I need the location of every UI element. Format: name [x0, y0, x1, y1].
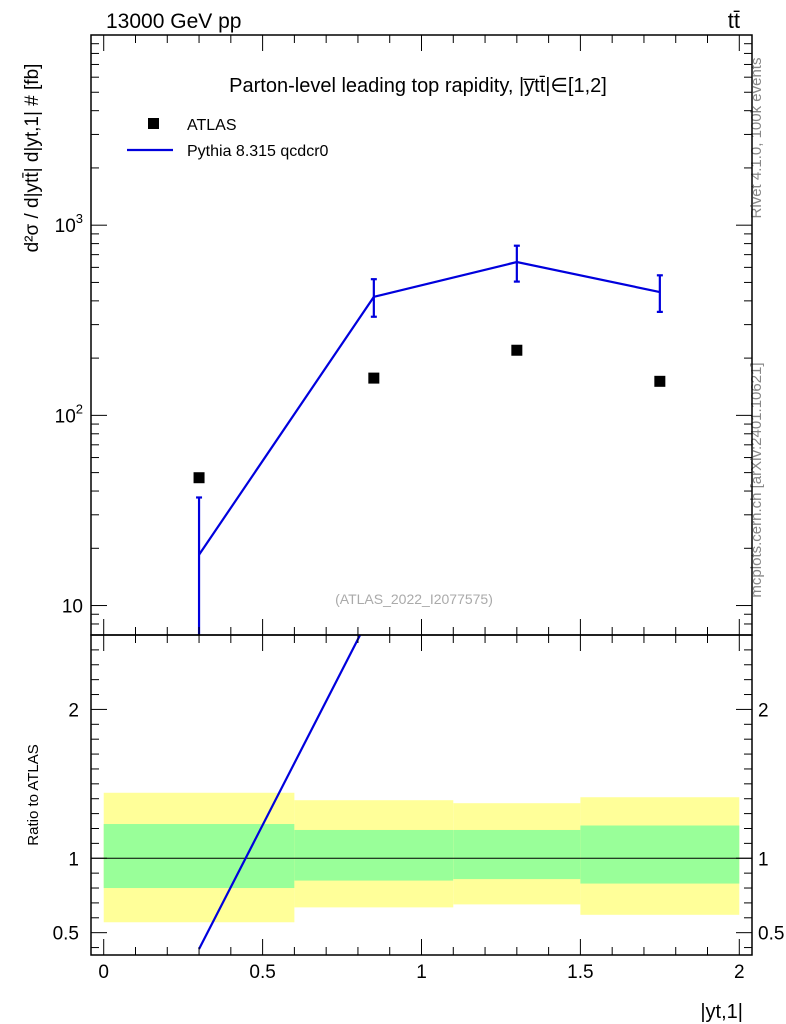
legend-atlas-label: ATLAS [187, 117, 237, 134]
ratio-mc-group [198, 635, 362, 950]
xtick-label-1: 0.5 [249, 962, 275, 983]
watermark: (ATLAS_2022_I2077575) [335, 591, 493, 607]
ratio-ytick-label-left-0: 0.5 [53, 924, 79, 945]
atlas-marker-0 [193, 472, 205, 484]
ratio-ylabel: Ratio to ATLAS [25, 744, 42, 845]
xtick-label-2: 1 [416, 962, 427, 983]
ratio-ytick-label-right-2: 2 [758, 700, 769, 721]
atlas-marker-1 [368, 372, 380, 384]
xtick-label-0: 0 [98, 962, 109, 983]
xticks: 0 0.5 1 1.5 2 [98, 35, 745, 983]
ratio-yticks: 0.5 0.5 1 1 2 2 [53, 649, 784, 949]
ratio-xlabel: |yt,1| [700, 1001, 743, 1023]
xtick-label-3: 1.5 [567, 962, 593, 983]
ratio-ytick-label-left-2: 2 [68, 700, 79, 721]
band-inner-0 [103, 824, 295, 889]
atlas-marker-3 [654, 375, 666, 387]
xtick-label-4: 2 [734, 962, 745, 983]
legend-atlas-marker [148, 118, 159, 129]
chart-title: Parton-level leading top rapidity, |y̅tt… [229, 75, 607, 97]
ratio-bands [103, 792, 740, 923]
ratio-ytick-label-left-1: 1 [68, 849, 79, 870]
mc-line [198, 260, 661, 556]
ratio-panel: 0 0.5 1 1.5 2 0.5 0.5 1 1 2 2 [53, 35, 784, 983]
ratio-mc-line [198, 635, 362, 950]
legend-mc-label: Pythia 8.315 qcdcr0 [187, 143, 329, 160]
band-inner-2 [453, 829, 581, 880]
main-ytick-label-1: 102 [55, 401, 83, 427]
main-ytick-label-2: 103 [55, 211, 83, 237]
main-ytick-label-exp-2: 3 [76, 211, 83, 226]
main-ylabel: d²σ / d|ytt̄| d|yt,1| # [fb] [22, 64, 43, 253]
band-inner-3 [580, 825, 740, 884]
mcplots-label: mcplots.cern.ch [arXiv:2401.10621] [748, 362, 765, 597]
atlas-marker-2 [511, 344, 523, 356]
ratio-ytick-label-right-0: 0.5 [758, 924, 784, 945]
band-inner-1 [294, 829, 454, 881]
header-right: tt̄ [728, 8, 740, 33]
main-ytick-label-exp-1: 2 [76, 401, 83, 416]
header-left: 13000 GeV pp [106, 10, 241, 33]
main-ytick-label-0: 10 [62, 597, 83, 618]
main-series-group [193, 244, 666, 635]
rivet-label: Rivet 4.1.0, 100k events [748, 58, 765, 219]
main-yticks: 10 102 103 [55, 34, 752, 636]
ratio-ytick-label-right-1: 1 [758, 849, 769, 870]
